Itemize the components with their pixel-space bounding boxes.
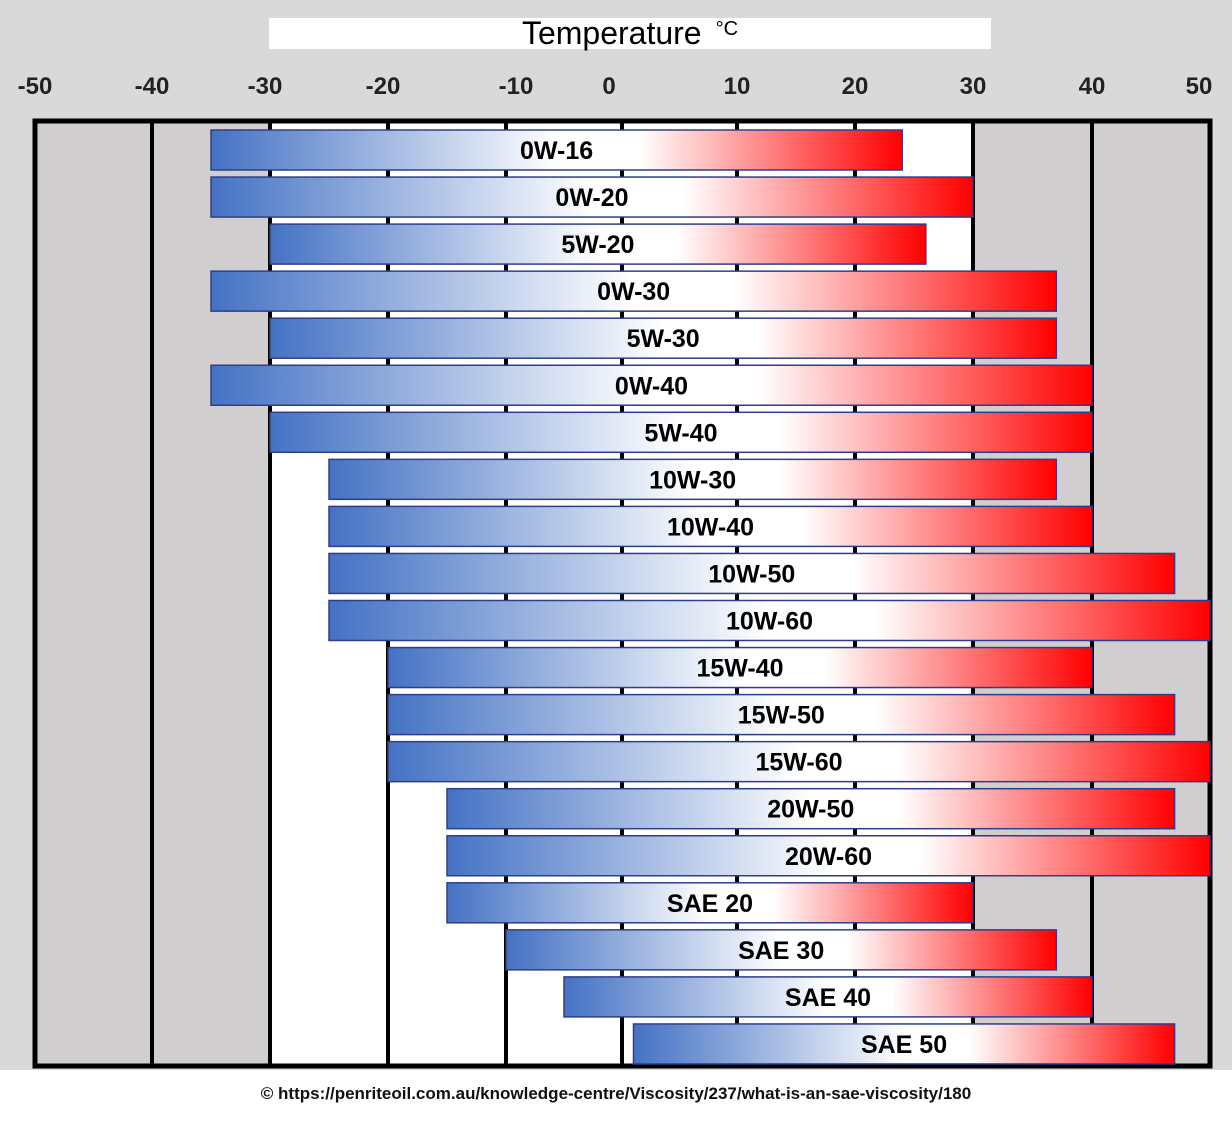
bar-label: SAE 20 xyxy=(667,890,753,918)
bar-10w-50 xyxy=(328,552,1176,595)
bar-label: 5W-20 xyxy=(561,231,634,259)
x-tick-label: 50 xyxy=(1186,73,1213,100)
bar-15w-40 xyxy=(387,646,1093,689)
bar-20w-60 xyxy=(446,835,1211,877)
bar-label: 10W-30 xyxy=(649,466,736,494)
x-tick-label: 40 xyxy=(1079,73,1106,100)
copyright-text: © https://penriteoil.com.au/knowledge-ce… xyxy=(260,1084,972,1103)
bar-15w-60 xyxy=(387,740,1211,783)
bar-label: SAE 50 xyxy=(861,1031,947,1059)
bar-label: 20W-60 xyxy=(785,843,872,871)
chart-title: Temperature xyxy=(521,15,702,51)
bar-label: 15W-40 xyxy=(696,655,783,683)
bar-20w-50 xyxy=(446,787,1176,830)
x-tick-label: -10 xyxy=(499,73,534,100)
bar-label: 10W-40 xyxy=(667,513,754,541)
chart-title-box: Temperature °C xyxy=(269,15,991,51)
viscosity-chart: -50 -40 -30 -20 -10 0 10 20 30 40 50 0W-16 0W-20 5W-… xyxy=(18,73,1213,1069)
x-tick-label: 0 xyxy=(602,73,615,100)
x-tick-label: -30 xyxy=(248,73,283,100)
bar-15w-50 xyxy=(387,693,1176,736)
x-tick-label: 10 xyxy=(724,73,751,100)
bar-0w-40 xyxy=(210,364,1093,406)
x-tick-label: -20 xyxy=(366,73,401,100)
bar-label: SAE 40 xyxy=(785,984,871,1012)
bar-label: 5W-30 xyxy=(627,325,700,353)
bar-label: 15W-50 xyxy=(738,702,825,730)
bar-label: 20W-50 xyxy=(767,796,854,824)
bar-sae-30 xyxy=(505,929,1058,971)
bar-label: 0W-40 xyxy=(615,372,688,400)
bar-10w-40 xyxy=(328,505,1093,548)
bar-0w-20 xyxy=(210,176,974,218)
bar-10w-60 xyxy=(328,599,1211,642)
bar-sae-50 xyxy=(632,1023,1176,1065)
bar-5w-40 xyxy=(269,411,1093,454)
bar-label: 10W-50 xyxy=(708,560,795,588)
bar-label: SAE 30 xyxy=(738,937,824,965)
bar-5w-30 xyxy=(269,317,1058,359)
bar-label: 5W-40 xyxy=(644,419,717,447)
x-tick-label: -50 xyxy=(18,73,53,100)
chart-title-unit: °C xyxy=(715,18,739,40)
bar-sae-20 xyxy=(446,882,974,924)
bar-10w-30 xyxy=(328,458,1058,501)
bar-0w-30 xyxy=(210,270,1058,312)
bar-sae-40 xyxy=(563,976,1093,1018)
x-tick-label: 20 xyxy=(842,73,869,100)
x-tick-label: -40 xyxy=(135,73,170,100)
bar-label: 0W-16 xyxy=(520,137,593,165)
x-tick-label: 30 xyxy=(960,73,987,100)
bar-0w-16 xyxy=(210,129,903,171)
bar-label: 10W-60 xyxy=(726,608,813,636)
bar-label: 0W-20 xyxy=(555,184,628,212)
bar-5w-20 xyxy=(269,223,927,265)
bar-label: 15W-60 xyxy=(755,749,842,777)
bar-label: 0W-30 xyxy=(597,278,670,306)
